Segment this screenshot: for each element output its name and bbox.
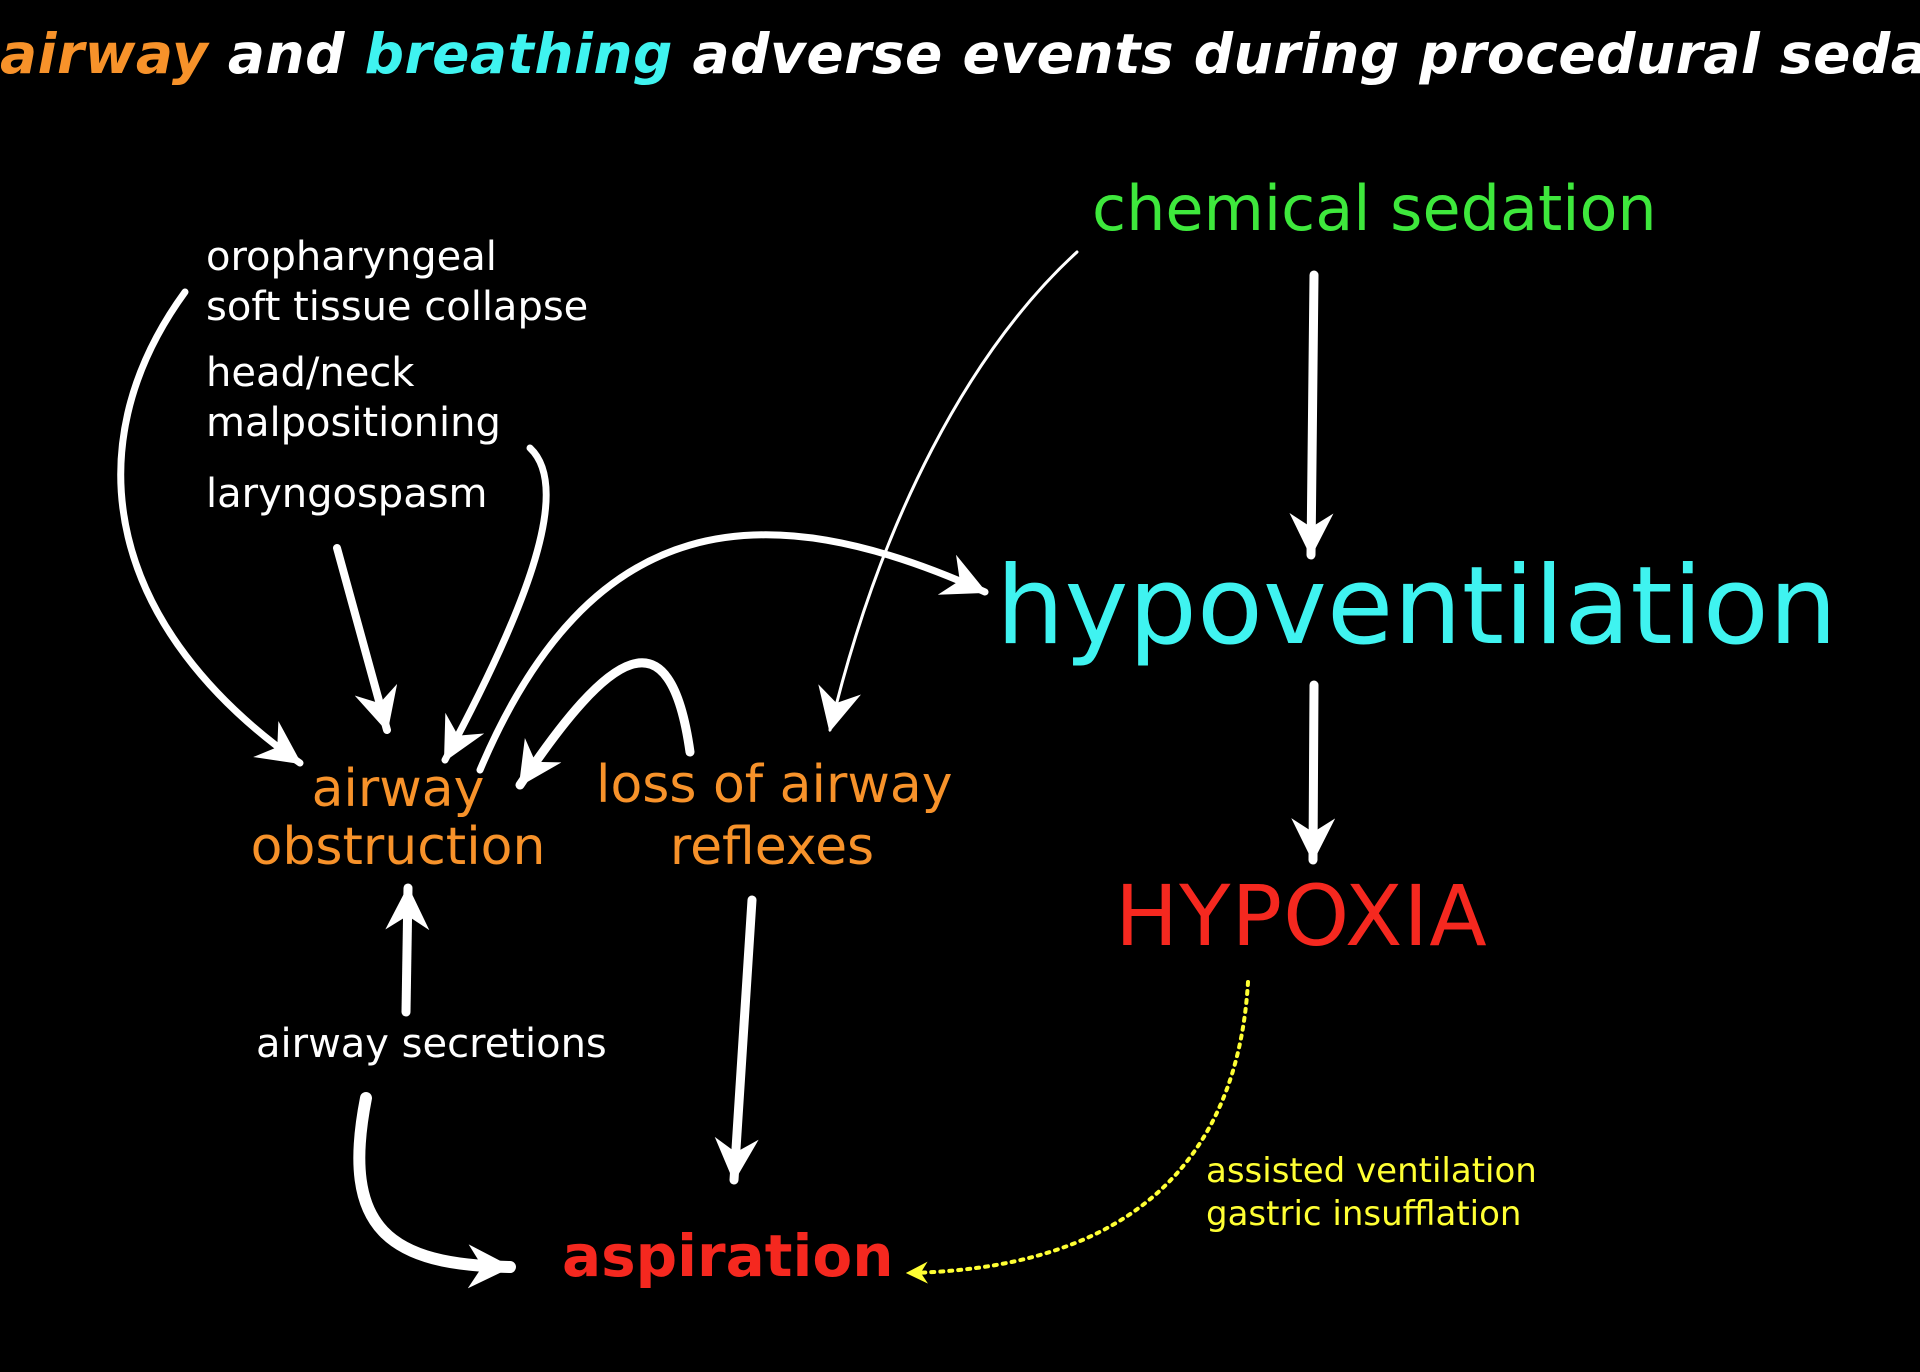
arrow-obstruction-to-hypoventilation <box>476 531 989 774</box>
cause-head-neck-line-1: head/neck <box>206 350 415 396</box>
cause-oropharyngeal-line-2: soft tissue collapse <box>206 284 589 330</box>
arrow-sedation-to-hypoventilation <box>1289 270 1334 560</box>
node-airway-obstruction: airway obstruction <box>250 760 546 876</box>
arrow-sedation-to-reflexes <box>818 250 1079 733</box>
node-hypoventilation: hypoventilation <box>996 544 1838 669</box>
title-word-and: and <box>208 22 365 86</box>
node-chemical-sedation: chemical sedation <box>1092 172 1657 245</box>
arrow-secretions-to-obstruction <box>385 883 430 1017</box>
title-rest: adverse events during procedural sedatio… <box>672 22 1920 86</box>
node-hypoxia: HYPOXIA <box>1115 867 1488 965</box>
node-aspiration: aspiration <box>562 1222 894 1290</box>
cause-oropharyngeal-line-1: oropharyngeal <box>206 234 497 280</box>
node-airway-obstruction-line-1: airway <box>311 759 485 819</box>
arrow-hypoventilation-to-hypoxia <box>1291 680 1336 865</box>
arrow-head-neck-to-obstruction <box>441 444 550 764</box>
cause-oropharyngeal: oropharyngeal soft tissue collapse <box>206 232 588 332</box>
title-word-breathing: breathing <box>364 22 673 86</box>
note-assisted-ventilation-line-1: assisted ventilation <box>1206 1151 1537 1191</box>
arrow-oropharyngeal-to-obstruction <box>117 288 304 767</box>
diagram-title: airway and breathing adverse events duri… <box>0 22 1920 86</box>
cause-head-neck: head/neck malpositioning <box>206 348 501 448</box>
title-word-airway: airway <box>0 22 209 86</box>
node-loss-of-airway-reflexes: loss of airway reflexes <box>596 754 953 878</box>
note-assisted-ventilation: assisted ventilation gastric insufflatio… <box>1206 1150 1537 1236</box>
node-airway-obstruction-line-2: obstruction <box>250 817 546 877</box>
arrow-reflexes-to-aspiration <box>714 895 759 1185</box>
note-assisted-ventilation-line-2: gastric insufflation <box>1206 1194 1522 1234</box>
node-airway-secretions: airway secretions <box>256 1021 607 1067</box>
node-loss-of-airway-reflexes-line-2: reflexes <box>669 817 875 877</box>
cause-laryngospasm: laryngospasm <box>206 471 488 517</box>
arrow-hypoxia-to-aspiration-dotted <box>905 980 1250 1284</box>
arrow-laryngospasm-to-obstruction <box>333 544 398 734</box>
node-loss-of-airway-reflexes-line-1: loss of airway <box>596 755 953 815</box>
arrow-reflexes-to-obstruction <box>515 658 695 790</box>
cause-head-neck-line-2: malpositioning <box>206 400 501 446</box>
arrow-secretions-to-aspiration <box>353 1092 516 1289</box>
